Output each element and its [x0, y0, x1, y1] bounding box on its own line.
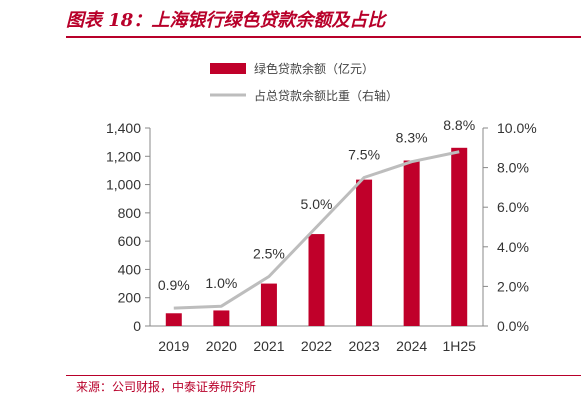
source-rule	[66, 375, 581, 376]
title-rule	[66, 36, 581, 38]
left-tick-label: 0	[133, 318, 141, 334]
data-label: 5.0%	[301, 196, 333, 212]
x-tick-label: 2024	[396, 338, 427, 354]
legend-line-label: 占总贷款余额比重（右轴）	[254, 88, 398, 103]
left-tick-label: 800	[118, 205, 142, 221]
right-tick-label: 6.0%	[497, 199, 529, 215]
figure-title: 图表 18：上海银行绿色贷款余额及占比	[66, 10, 386, 31]
x-tick-label: 2019	[158, 338, 189, 354]
source-note: 来源：公司财报，中泰证券研究所	[76, 380, 257, 394]
left-tick-label: 1,000	[106, 177, 141, 193]
right-tick-label: 4.0%	[497, 239, 529, 255]
right-tick-label: 8.0%	[497, 160, 529, 176]
data-label: 8.3%	[396, 130, 428, 146]
bar	[308, 234, 325, 326]
legend: 绿色贷款余额（亿元） 占总贷款余额比重（右轴）	[210, 61, 398, 103]
left-tick-label: 400	[118, 261, 142, 277]
bar	[260, 283, 277, 326]
data-label: 1.0%	[205, 275, 237, 291]
x-tick-label: 2020	[206, 338, 237, 354]
bar	[165, 313, 182, 326]
x-tick-label: 2021	[253, 338, 284, 354]
x-tick-label: 1H25	[442, 338, 476, 354]
x-tick-label: 2022	[301, 338, 332, 354]
legend-bar-swatch	[210, 63, 246, 74]
left-tick-label: 1,200	[106, 148, 141, 164]
left-tick-label: 1,400	[106, 120, 141, 136]
left-tick-label: 600	[118, 233, 142, 249]
bar	[403, 160, 420, 326]
data-label: 8.8%	[443, 117, 475, 133]
bar	[451, 147, 468, 326]
right-tick-label: 10.0%	[497, 120, 537, 136]
x-tick-label: 2023	[348, 338, 379, 354]
left-tick-label: 200	[118, 290, 142, 306]
plot-area: 0 200 400 600 800 1,000 1,200 1,400 0.0% 2.0% 4.0%…	[106, 117, 537, 354]
right-tick-label: 2.0%	[497, 278, 529, 294]
data-label: 7.5%	[348, 147, 380, 163]
legend-bar-label: 绿色贷款余额（亿元）	[254, 61, 374, 76]
data-label: 0.9%	[158, 277, 190, 293]
data-label: 2.5%	[253, 246, 285, 262]
bar	[356, 179, 373, 326]
right-tick-label: 0.0%	[497, 318, 529, 334]
bar	[213, 310, 230, 326]
